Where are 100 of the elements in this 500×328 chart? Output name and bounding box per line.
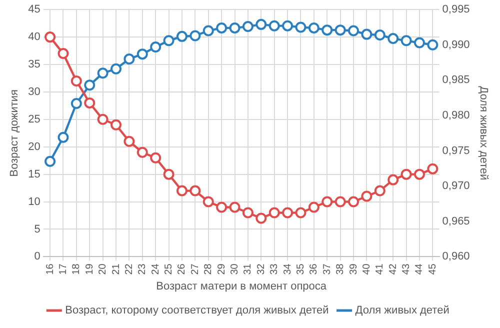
point: [70, 75, 82, 86]
point: [190, 185, 201, 196]
y-tick-label: 10: [28, 196, 40, 208]
x-tick-label: 42: [388, 263, 399, 275]
point: [322, 196, 333, 208]
x-tick-label: 17: [58, 263, 69, 275]
y-tick-label: 20: [28, 140, 40, 153]
y-tick-label: 15: [28, 168, 40, 180]
point: [348, 25, 360, 36]
point: [282, 20, 294, 32]
point: [282, 207, 294, 218]
y2-tick-label: 0,985: [442, 74, 470, 86]
point: [400, 35, 412, 46]
x-tick-label: 34: [282, 263, 294, 275]
x-tick-label: 19: [84, 263, 96, 275]
legend-label: Возраст, которому соответствует доля живых детей: [65, 304, 329, 317]
x-tick-label: 25: [164, 263, 175, 275]
point: [136, 146, 148, 158]
point: [216, 22, 228, 34]
x-tick-label: 43: [401, 263, 412, 275]
x-tick-label: 44: [414, 263, 426, 275]
point: [163, 35, 174, 46]
x-tick-label: 28: [203, 263, 214, 275]
point: [388, 33, 399, 44]
x-tick-label: 39: [348, 263, 360, 275]
x-tick-label: 22: [124, 263, 135, 275]
point: [374, 185, 386, 196]
point: [322, 24, 333, 36]
x-tick-label: 18: [71, 263, 82, 275]
point: [70, 98, 82, 109]
x-tick-label: 29: [216, 263, 228, 275]
point: [124, 54, 135, 65]
point: [97, 114, 108, 125]
point: [229, 202, 240, 213]
point: [84, 97, 96, 108]
point: [361, 28, 372, 40]
point: [400, 168, 412, 180]
x-tick-label: 24: [150, 263, 162, 275]
x-tick-label: 33: [269, 263, 280, 275]
point: [124, 136, 135, 147]
point: [110, 63, 122, 74]
point: [229, 22, 240, 34]
y-tick-label: 5: [34, 223, 40, 236]
point: [361, 190, 372, 202]
x-tick-label: 20: [98, 263, 109, 275]
point: [374, 30, 386, 41]
point: [150, 152, 162, 164]
y-tick-label: 0: [34, 250, 40, 263]
x-tick-label: 45: [427, 263, 438, 275]
x-tick-label: 16: [44, 263, 56, 275]
point: [414, 37, 425, 48]
point: [308, 202, 320, 213]
y-tick-label: 30: [28, 86, 40, 98]
point: [163, 168, 174, 180]
y2-axis-title: Доля живых детей: [477, 86, 490, 180]
point: [97, 68, 108, 79]
point: [110, 119, 122, 130]
y2-tick-label: 0,995: [442, 4, 470, 16]
point: [242, 21, 254, 32]
point: [242, 207, 254, 218]
point: [427, 39, 438, 50]
point: [136, 48, 148, 60]
y-tick-label: 25: [28, 113, 40, 126]
x-tick-label: 32: [256, 263, 267, 275]
point: [256, 18, 267, 30]
point: [202, 196, 214, 208]
y-tick-label: 35: [28, 58, 40, 71]
point: [334, 196, 346, 208]
y2-tick-label: 0,960: [442, 250, 470, 263]
point: [388, 174, 399, 186]
point: [216, 202, 228, 213]
x-tick-label: 37: [322, 263, 333, 275]
x-tick-label: 35: [295, 263, 306, 275]
y2-tick-label: 0,975: [442, 144, 470, 157]
point: [414, 168, 425, 180]
point: [58, 132, 69, 143]
y-tick-label: 45: [28, 4, 40, 16]
point: [308, 22, 320, 34]
x-axis-title: Возраст матери в момент опроса: [156, 280, 328, 292]
point: [334, 24, 346, 36]
y-axis-title: Возраст дожития: [8, 89, 21, 177]
point: [176, 30, 188, 42]
point: [348, 196, 360, 208]
point: [84, 80, 96, 91]
x-tick-label: 36: [308, 263, 320, 275]
x-tick-label: 27: [190, 263, 201, 275]
point: [44, 156, 56, 167]
point: [295, 207, 306, 218]
point: [256, 212, 267, 224]
point: [202, 25, 214, 36]
y2-tick-label: 0,980: [442, 110, 470, 122]
point: [268, 20, 280, 32]
y2-tick-label: 0,970: [442, 180, 470, 192]
x-tick-label: 23: [137, 263, 148, 275]
point: [295, 22, 306, 33]
y2-tick-label: 0,990: [442, 38, 470, 51]
point: [190, 30, 201, 42]
x-tick-label: 30: [230, 263, 241, 275]
point: [176, 185, 188, 196]
point: [150, 42, 162, 53]
